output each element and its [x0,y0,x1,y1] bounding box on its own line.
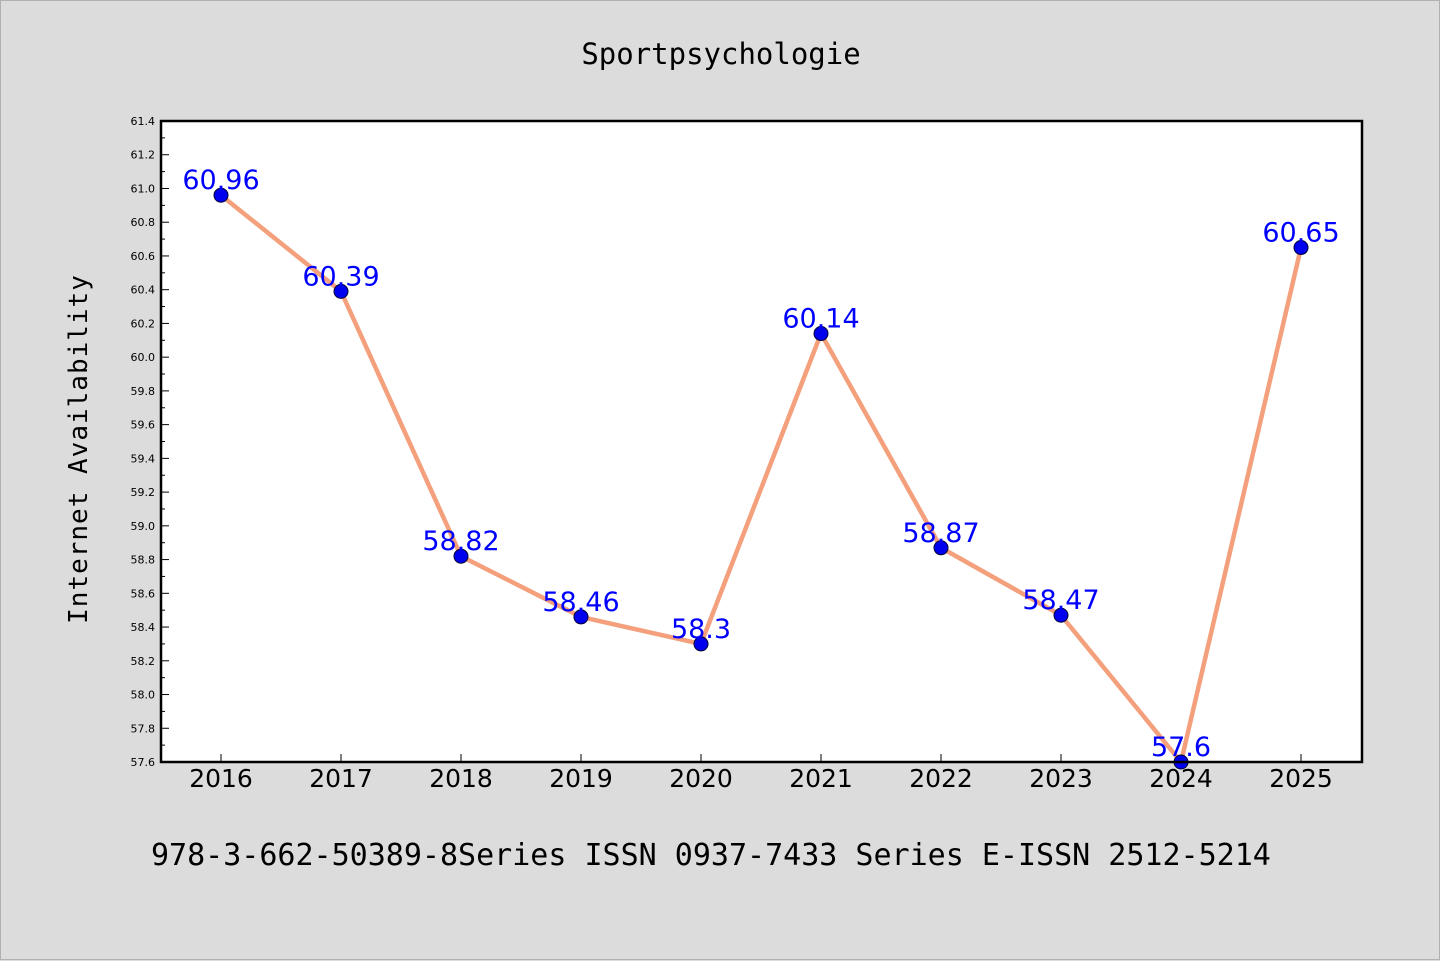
data-label: 60.14 [782,304,859,335]
y-tick-label: 61.4 [131,115,156,128]
y-tick-label: 58.2 [131,655,156,668]
x-tick-label: 2021 [789,764,853,793]
y-tick-label: 59.6 [131,419,156,432]
y-tick-label: 60.8 [131,216,156,229]
y-axis: 57.6 57.8 58.0 58.2 58.4 58.6 58.8 59.0 59.2 59.4… [131,115,169,769]
chart-title: Sportpsychologie [581,37,860,71]
x-axis: 2016 2017 2018 2019 2020 2021 2022 2023 2024 2025 [189,754,1333,793]
x-tick-label: 2022 [909,764,973,793]
y-tick-label: 59.8 [131,385,156,398]
y-tick-label: 59.4 [131,452,156,465]
data-label: 60.39 [302,261,379,292]
data-label: 58.87 [902,518,979,549]
data-label: 58.3 [671,614,731,645]
data-label: 60.65 [1262,218,1339,249]
plot-area [161,121,1362,762]
plot-frame [159,119,1364,764]
x-tick-label: 2019 [549,764,613,793]
y-tick-label: 57.6 [131,756,156,769]
x-tick-label: 2017 [309,764,373,793]
series-line [218,192,1304,765]
data-point [813,326,829,342]
x-tick-label: 2018 [429,764,493,793]
y-tick-label: 60.6 [131,250,156,263]
y-tick-label: 60.0 [131,351,156,364]
data-point [333,283,349,299]
data-label: 57.6 [1151,732,1211,763]
y-tick-label: 59.0 [131,520,156,533]
y-tick-label: 58.0 [131,689,156,702]
data-point [453,548,469,564]
data-label: 58.46 [542,587,619,618]
y-tick-label: 57.8 [131,722,156,735]
data-label: 58.47 [1022,585,1099,616]
data-point [1293,240,1309,256]
data-labels: 60.96 60.39 58.82 58.46 58.3 60.14 58.87 58.47 5… [182,165,1339,763]
data-point [213,187,229,203]
data-point [933,540,949,556]
x-tick-label: 2023 [1029,764,1093,793]
y-axis-label: Internet Availability [64,274,94,624]
y-tick-label: 60.2 [131,317,156,330]
y-tick-label: 59.2 [131,486,156,499]
data-label: 60.96 [182,165,259,196]
x-tick-label: 2025 [1269,764,1333,793]
y-tick-label: 60.4 [131,284,156,297]
x-tick-label: 2016 [189,764,253,793]
y-tick-label: 58.8 [131,554,156,567]
data-points [213,187,1309,770]
series-polyline [218,192,1304,765]
x-tick-label: 2020 [669,764,733,793]
y-tick-label: 58.6 [131,587,156,600]
data-point [1053,607,1069,623]
footer-text: 978-3-662-50389-8Series ISSN 0937-7433 S… [151,838,1271,873]
y-tick-label: 58.4 [131,621,156,634]
y-tick-label: 61.2 [131,149,156,162]
data-point [693,636,709,652]
data-point [573,609,589,625]
data-label: 58.82 [422,526,499,557]
y-tick-label: 61.0 [131,182,156,195]
